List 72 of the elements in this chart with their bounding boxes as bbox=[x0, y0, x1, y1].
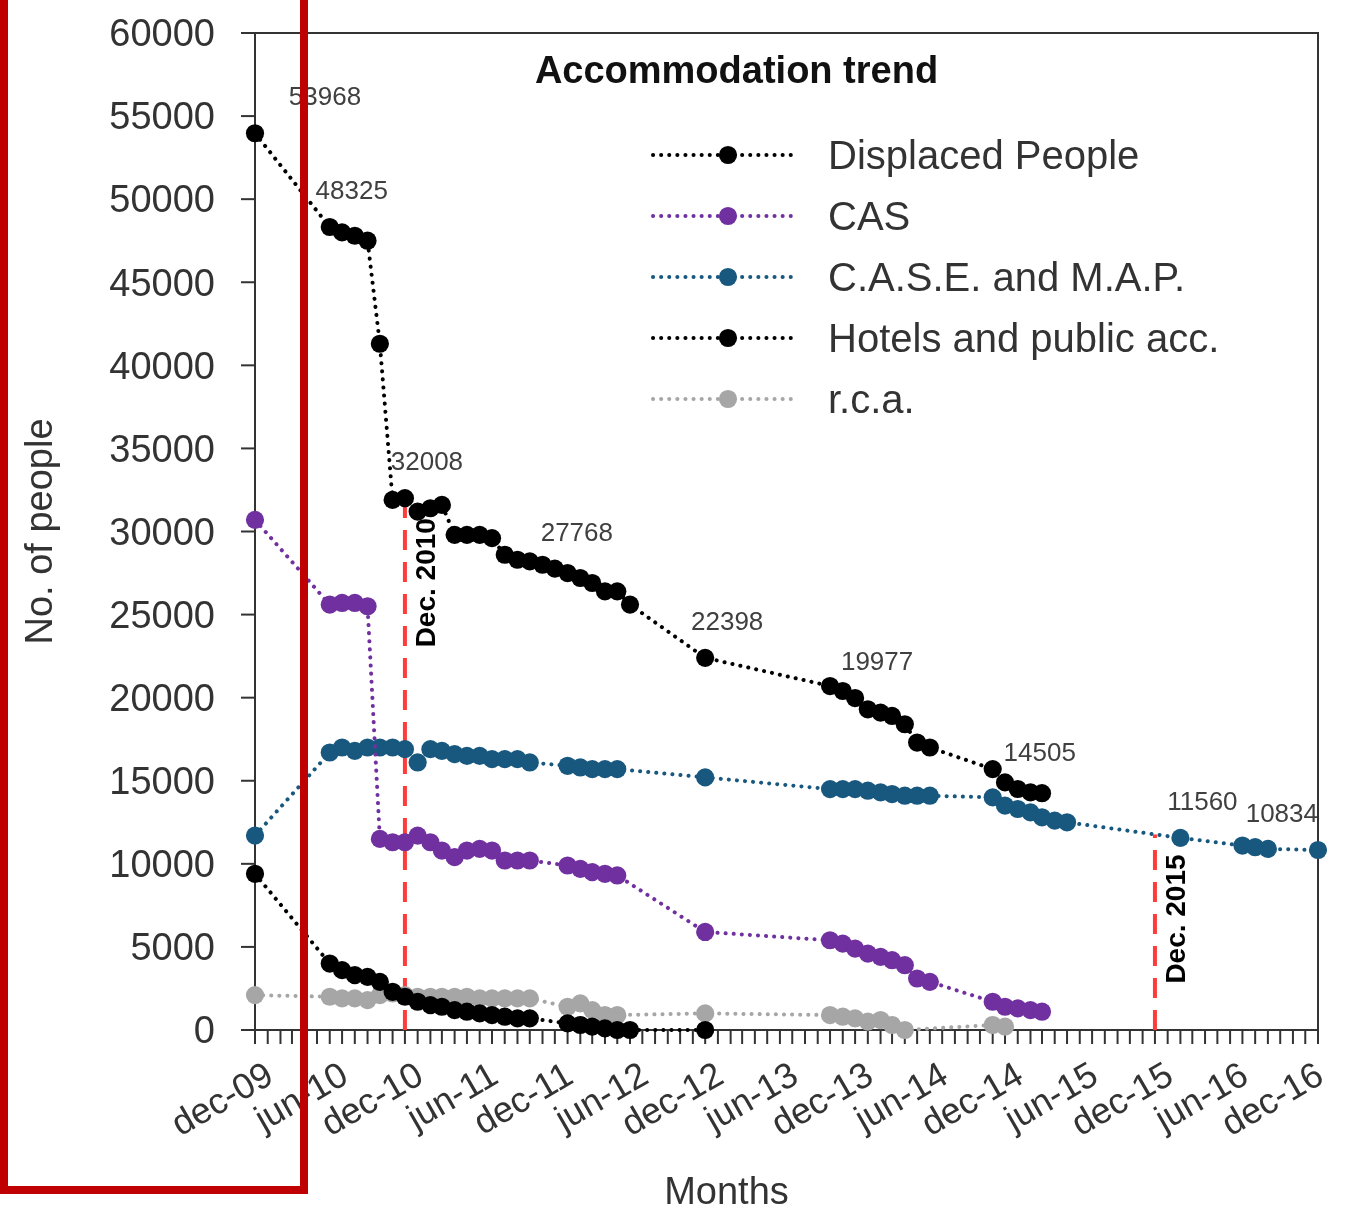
point bbox=[1032, 1002, 1052, 1021]
point bbox=[358, 231, 377, 250]
legend-label: C.A.S.E. and M.A.P. bbox=[828, 255, 1186, 299]
point bbox=[882, 706, 902, 726]
y-tick-label: 10000 bbox=[109, 843, 215, 886]
point bbox=[395, 489, 415, 508]
chart-title: Accommodation trend bbox=[534, 49, 939, 91]
point bbox=[1032, 784, 1052, 803]
y-tick-label: 30000 bbox=[109, 510, 215, 553]
point bbox=[370, 334, 389, 353]
point bbox=[620, 1020, 640, 1040]
point bbox=[1171, 828, 1190, 847]
point bbox=[983, 788, 1002, 807]
point bbox=[520, 753, 539, 772]
point bbox=[608, 1005, 627, 1025]
point bbox=[620, 595, 640, 614]
point bbox=[245, 986, 265, 1005]
point bbox=[920, 738, 939, 757]
point bbox=[920, 972, 939, 991]
point bbox=[482, 841, 502, 860]
point bbox=[983, 760, 1002, 779]
y-tick-label: 15000 bbox=[109, 760, 215, 803]
legend-label: Displaced People bbox=[828, 133, 1140, 177]
point bbox=[583, 573, 602, 593]
point bbox=[245, 826, 265, 845]
y-tick-label: 60000 bbox=[109, 12, 215, 55]
data-label: 27768 bbox=[540, 516, 613, 547]
point bbox=[696, 1020, 715, 1040]
point bbox=[395, 740, 415, 759]
point bbox=[245, 124, 265, 143]
y-tick-label: 0 bbox=[193, 1009, 215, 1052]
point bbox=[895, 715, 914, 734]
data-label: 19977 bbox=[840, 646, 914, 677]
y-tick-label: 45000 bbox=[109, 261, 215, 304]
point bbox=[358, 597, 377, 616]
y-tick-label: 5000 bbox=[130, 926, 215, 969]
y-tick-label: 40000 bbox=[109, 344, 215, 387]
ref-line-label: Dec. 2010 bbox=[409, 518, 441, 648]
point bbox=[1308, 840, 1328, 860]
point bbox=[846, 688, 865, 708]
x-axis-title: Months bbox=[664, 1170, 789, 1212]
legend-label: Hotels and public acc. bbox=[828, 316, 1220, 360]
point bbox=[895, 956, 914, 975]
point bbox=[696, 648, 715, 667]
point bbox=[482, 529, 502, 548]
legend-label: CAS bbox=[828, 194, 911, 238]
point bbox=[408, 753, 427, 772]
point bbox=[608, 866, 627, 885]
point bbox=[696, 1004, 715, 1023]
point bbox=[432, 495, 451, 514]
point bbox=[245, 510, 265, 529]
point bbox=[696, 922, 715, 942]
data-label: 32008 bbox=[390, 446, 464, 477]
y-tick-label: 55000 bbox=[109, 95, 215, 138]
data-label: 48325 bbox=[315, 175, 388, 205]
point bbox=[245, 864, 265, 883]
point bbox=[995, 1017, 1015, 1036]
y-axis-title: No. of people bbox=[18, 418, 60, 645]
y-tick-label: 25000 bbox=[109, 593, 215, 636]
data-label: 14505 bbox=[1003, 736, 1076, 767]
point bbox=[895, 1020, 914, 1040]
legend-label: r.c.a. bbox=[828, 377, 915, 421]
ref-line-label: Dec. 2015 bbox=[1159, 854, 1191, 984]
data-label: 11560 bbox=[1167, 785, 1238, 816]
y-tick-label: 20000 bbox=[109, 676, 215, 719]
y-tick-label: 35000 bbox=[109, 427, 215, 470]
point bbox=[1258, 839, 1277, 858]
data-label: 22398 bbox=[691, 605, 764, 636]
point bbox=[696, 768, 715, 787]
y-tick-label: 50000 bbox=[109, 178, 215, 221]
point bbox=[1057, 813, 1077, 832]
point bbox=[370, 972, 389, 991]
